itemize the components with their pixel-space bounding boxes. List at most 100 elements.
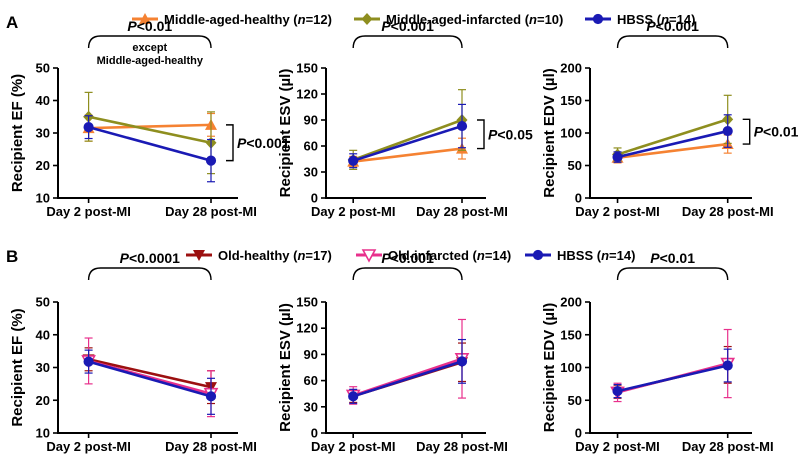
p-value: <0.001 (246, 135, 289, 151)
y-tick-label: 150 (296, 295, 318, 310)
legend-item-hbss: HBSS (n=14) (525, 248, 635, 263)
annotation-note: Middle-aged-healthy (97, 55, 204, 67)
legend-label: Middle-aged-infarcted (n=10) (386, 12, 563, 27)
significance-bracket (616, 267, 729, 281)
x-tick-label: Day 28 post-MI (416, 204, 508, 219)
series-line (88, 115, 212, 145)
y-tick-label: 100 (560, 126, 582, 141)
x-tick-label: Day 28 post-MI (165, 204, 257, 219)
data-point (348, 155, 359, 166)
significance-bracket (352, 35, 463, 49)
chart-a1: 10 20 30 40 50 Recipient EF (%) Day 2 post-MI D… (9, 18, 290, 219)
legend-n-value: =10 (537, 12, 559, 27)
legend-n-value: =14 (485, 248, 508, 263)
y-axis-title: Recipient EDV (µl) (541, 68, 558, 198)
data-point (205, 155, 217, 166)
p-symbol: P (127, 18, 137, 34)
y-tick-label: 50 (36, 295, 50, 310)
data-point (348, 391, 359, 402)
y-tick-label: 30 (304, 399, 318, 414)
y-tick-label: 90 (304, 347, 318, 362)
p-value-label: P<0.01 (127, 18, 172, 34)
p-value: <0.001 (391, 18, 434, 34)
legend-n-symbol: n (477, 248, 485, 263)
p-symbol: P (646, 18, 656, 34)
legend-paren-close: ) (327, 248, 331, 263)
y-tick-label: 0 (575, 426, 582, 441)
y-tick-label: 0 (575, 191, 582, 206)
p-value: <0.0001 (129, 250, 180, 266)
y-tick-label: 60 (304, 139, 318, 154)
y-tick-label: 20 (36, 158, 50, 173)
x-tick-label: Day 28 post-MI (682, 204, 774, 219)
p-symbol: P (381, 18, 391, 34)
y-tick-label: 150 (296, 61, 318, 76)
side-bracket (742, 118, 751, 145)
x-tick-label: Day 28 post-MI (682, 439, 774, 454)
data-point (83, 356, 94, 367)
data-point (83, 122, 94, 133)
series-line (352, 118, 463, 162)
x-tick-label: Day 2 post-MI (575, 439, 660, 454)
legend-n-value: =12 (306, 12, 328, 27)
legend-paren-open: ( (521, 12, 530, 27)
legend-n-value: =14 (669, 12, 692, 27)
series-line (88, 125, 212, 162)
y-tick-label: 60 (304, 373, 318, 388)
series-old-healthy (611, 345, 734, 399)
legend-paren-open: ( (290, 12, 299, 27)
p-symbol: P (650, 250, 660, 266)
legend-label: HBSS (n=14) (617, 12, 695, 27)
series-line (617, 118, 729, 156)
y-axis-title: Recipient ESV (µl) (277, 69, 294, 198)
series-hbss (83, 115, 217, 183)
legend-paren-close: ) (328, 12, 332, 27)
y-tick-label: 50 (36, 61, 50, 76)
series-hbss (612, 114, 733, 163)
data-point (722, 125, 733, 137)
y-axis-title: Recipient EDV (µl) (541, 303, 558, 433)
p-value-label: P<0.001 (381, 18, 434, 34)
y-tick-label: 0 (311, 191, 318, 206)
y-tick-label: 90 (304, 113, 318, 128)
legend-name: HBSS (617, 12, 653, 27)
x-tick-label: Day 2 post-MI (311, 204, 396, 219)
significance-bracket (87, 35, 212, 49)
x-tick-label: Day 2 post-MI (46, 439, 131, 454)
series-hbss (348, 103, 468, 169)
y-axis-title: Recipient EF (%) (9, 308, 26, 426)
legend-name: Old-healthy (218, 248, 290, 263)
y-tick-label: 10 (36, 426, 50, 441)
legend-marker-icon (361, 13, 373, 25)
series-line (352, 360, 463, 398)
legend-name: Old-infarcted (388, 248, 469, 263)
legend-name: HBSS (557, 248, 593, 263)
series-line (353, 147, 463, 163)
series-hbss (348, 338, 468, 404)
legend-label: HBSS (n=14) (557, 248, 635, 263)
legend-paren-close: ) (559, 12, 563, 27)
series-line (617, 142, 728, 159)
legend-n-value: =14 (609, 248, 632, 263)
y-tick-label: 0 (311, 426, 318, 441)
x-tick-label: Day 2 post-MI (46, 204, 131, 219)
side-bracket (477, 119, 485, 150)
p-value-label: P<0.001 (646, 18, 699, 34)
legend-n-symbol: n (661, 12, 669, 27)
legend-paren-open: ( (653, 12, 662, 27)
p-value-label: P<0.05 (488, 126, 533, 142)
p-value-label: P<0.001 (237, 135, 290, 151)
series-old-infarcted (81, 337, 219, 418)
legend-b: Old-healthy (n=17) Old-infarcted (n=14) HB… (186, 248, 635, 263)
legend-item-old-healthy: Old-healthy (n=17) (186, 248, 332, 263)
data-point (722, 360, 733, 371)
legend-paren-close: ) (507, 248, 511, 263)
data-point (456, 120, 468, 132)
significance-bracket (352, 267, 463, 281)
p-value: <0.01 (137, 18, 173, 34)
p-symbol: P (488, 126, 498, 142)
x-tick-label: Day 2 post-MI (575, 204, 660, 219)
y-tick-label: 30 (36, 360, 50, 375)
